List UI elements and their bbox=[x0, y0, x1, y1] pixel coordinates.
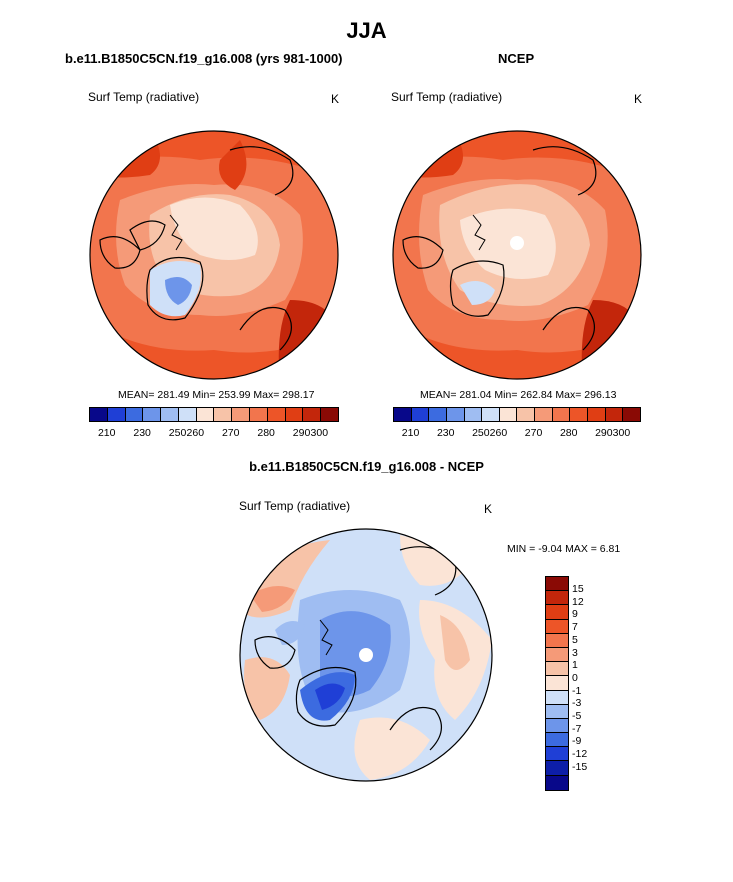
page-title: JJA bbox=[346, 18, 387, 43]
colorbar-tick-label: 280 bbox=[257, 427, 275, 439]
right-panel-title: NCEP bbox=[498, 51, 535, 66]
colorbar-swatch bbox=[499, 408, 518, 421]
colorbar-swatch bbox=[482, 408, 500, 421]
left-polar-map bbox=[90, 131, 338, 379]
colorbar-swatch bbox=[125, 408, 144, 421]
colorbar-tick-label: 230 bbox=[133, 427, 151, 439]
left-variable-label: Surf Temp (radiative) bbox=[88, 90, 200, 104]
colorbar-swatch bbox=[546, 733, 568, 748]
colorbar-swatch bbox=[546, 619, 568, 634]
colorbar-swatch bbox=[214, 408, 233, 421]
colorbar-swatch bbox=[196, 408, 215, 421]
colorbar-tick-label: 3 bbox=[572, 646, 578, 659]
colorbar-swatch bbox=[588, 408, 606, 421]
colorbar-tick-label: -3 bbox=[572, 697, 582, 710]
colorbar-swatch bbox=[321, 408, 338, 421]
colorbar-tick-label: 260 bbox=[186, 427, 205, 439]
colorbar-tick-label: 270 bbox=[524, 427, 543, 439]
colorbar-tick-label: 250 bbox=[472, 427, 490, 439]
colorbar-swatch bbox=[546, 690, 568, 705]
colorbar-swatch bbox=[546, 633, 568, 648]
colorbar-swatch bbox=[546, 605, 568, 620]
colorbar-tick-label: 290 bbox=[292, 427, 311, 439]
colorbar-swatch bbox=[546, 647, 568, 663]
colorbar-swatch bbox=[232, 408, 251, 421]
colorbar-swatch bbox=[411, 408, 430, 421]
colorbar-tick-label: 280 bbox=[559, 427, 578, 439]
difference-colorbar bbox=[545, 576, 569, 791]
colorbar-tick-label: 9 bbox=[572, 608, 578, 621]
left-units-label: K bbox=[331, 92, 340, 106]
colorbar-swatch bbox=[178, 408, 197, 421]
colorbar-swatch bbox=[546, 577, 568, 592]
colorbar-swatch bbox=[303, 408, 322, 421]
colorbar-tick-label: 250 bbox=[168, 427, 187, 439]
right-polar-map bbox=[393, 131, 641, 379]
colorbar-swatch bbox=[546, 775, 568, 790]
colorbar-tick-label: -12 bbox=[572, 748, 588, 761]
colorbar-swatch bbox=[90, 408, 108, 421]
colorbar-tick-label: 1 bbox=[572, 659, 578, 672]
colorbar-swatch bbox=[546, 662, 568, 677]
colorbar-tick-label: 300 bbox=[612, 427, 631, 439]
right-variable-label: Surf Temp (radiative) bbox=[391, 90, 503, 104]
colorbar-swatch bbox=[605, 408, 624, 421]
colorbar-tick-label: 15 bbox=[572, 583, 584, 595]
colorbar-swatch bbox=[552, 408, 571, 421]
colorbar-tick-label: -9 bbox=[572, 735, 582, 748]
colorbar-tick-label: -1 bbox=[572, 684, 582, 697]
colorbar-swatch bbox=[285, 408, 304, 421]
colorbar-swatch bbox=[517, 408, 536, 421]
colorbar-tick-label: 12 bbox=[572, 595, 584, 608]
colorbar-tick-label: 210 bbox=[97, 427, 116, 439]
colorbar-swatch bbox=[250, 408, 268, 421]
colorbar-tick-label: 5 bbox=[572, 633, 578, 646]
colorbar-swatch bbox=[429, 408, 447, 421]
left-colorbar bbox=[89, 407, 339, 422]
colorbar-tick-label: -5 bbox=[572, 710, 582, 722]
colorbar-swatch bbox=[394, 408, 412, 421]
colorbar-tick-label: 0 bbox=[572, 671, 578, 684]
colorbar-swatch bbox=[546, 704, 568, 719]
colorbar-swatch bbox=[546, 718, 568, 734]
colorbar-tick-label: 300 bbox=[310, 427, 329, 439]
right-units-label: K bbox=[634, 92, 643, 106]
colorbar-tick-label: 260 bbox=[489, 427, 508, 439]
diff-units-label: K bbox=[484, 502, 493, 516]
colorbar-swatch bbox=[143, 408, 162, 421]
colorbar-swatch bbox=[546, 676, 568, 691]
colorbar-swatch bbox=[464, 408, 483, 421]
diff-stats: MIN = -9.04 MAX = 6.81 bbox=[507, 543, 621, 555]
colorbar-swatch bbox=[546, 761, 568, 776]
diff-variable-label: Surf Temp (radiative) bbox=[239, 499, 351, 513]
difference-polar-map bbox=[240, 529, 492, 781]
colorbar-swatch bbox=[546, 591, 568, 606]
colorbar-swatch bbox=[623, 408, 640, 421]
colorbar-swatch bbox=[107, 408, 126, 421]
colorbar-swatch bbox=[161, 408, 179, 421]
colorbar-tick-label: -7 bbox=[572, 722, 582, 735]
difference-panel-title: b.e11.B1850C5CN.f19_g16.008 - NCEP bbox=[249, 459, 484, 474]
right-stats: MEAN= 281.04 Min= 262.84 Max= 296.13 bbox=[420, 389, 617, 401]
colorbar-swatch bbox=[267, 408, 286, 421]
colorbar-tick-label: -15 bbox=[572, 760, 588, 773]
colorbar-swatch bbox=[535, 408, 553, 421]
colorbar-tick-label: 230 bbox=[436, 427, 455, 439]
left-panel-title: b.e11.B1850C5CN.f19_g16.008 (yrs 981-100… bbox=[65, 51, 343, 66]
colorbar-swatch bbox=[570, 408, 589, 421]
left-stats: MEAN= 281.49 Min= 253.99 Max= 298.17 bbox=[118, 389, 315, 401]
colorbar-tick-label: 270 bbox=[221, 427, 240, 439]
colorbar-tick-label: 210 bbox=[401, 427, 420, 439]
colorbar-tick-label: 290 bbox=[595, 427, 613, 439]
colorbar-tick-label: 7 bbox=[572, 621, 578, 634]
colorbar-swatch bbox=[446, 408, 465, 421]
colorbar-swatch bbox=[546, 747, 568, 762]
right-colorbar bbox=[393, 407, 641, 422]
